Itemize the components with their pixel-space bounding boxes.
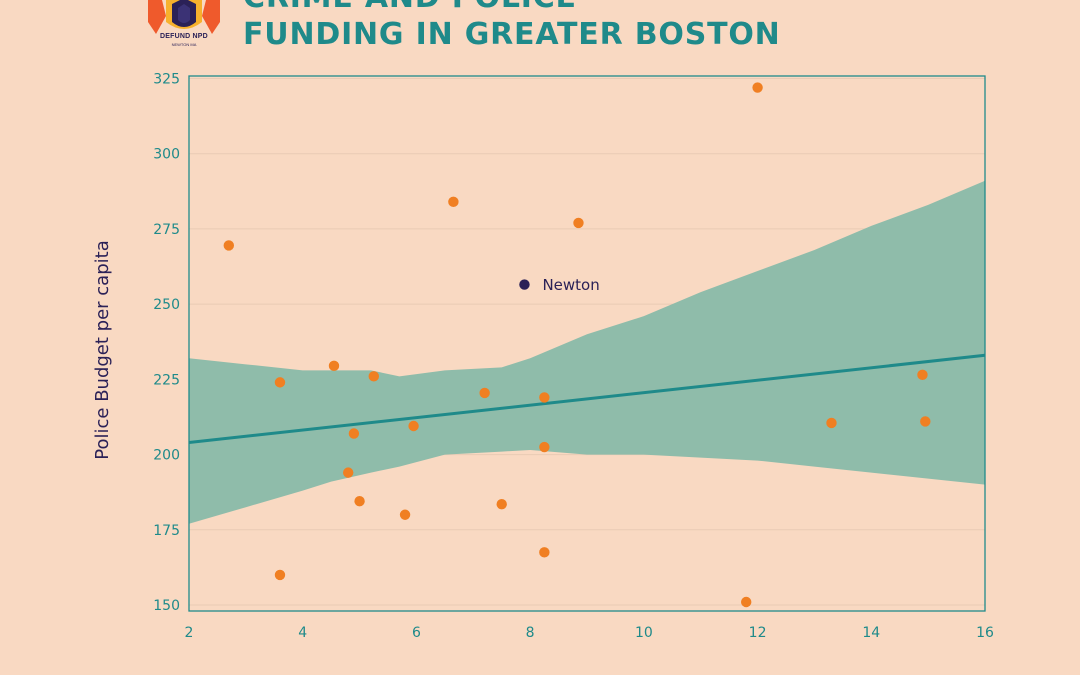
data-point: [917, 369, 928, 381]
x-tick-label: 14: [862, 625, 880, 641]
highlight-label-newton: Newton: [542, 276, 599, 294]
data-point: [496, 499, 507, 510]
plot-frame: [188, 75, 986, 612]
logo-text: DEFUND NPD: [160, 33, 208, 40]
x-tick-label: 6: [412, 625, 421, 641]
data-point: [573, 217, 584, 229]
x-tick-label: 4: [298, 625, 307, 641]
axis-ticks: 150 175 200 225 250 275 300 325 2 4 6 8 10 12 14 16: [153, 72, 994, 642]
defund-npd-logo: [148, 0, 220, 34]
highlight-point-newton: [519, 279, 530, 290]
page-title-line-2: FUNDING IN GREATER BOSTON: [243, 17, 781, 52]
data-point: [752, 82, 763, 93]
axis-labels: Police Budget per capita: [92, 240, 113, 459]
data-point: [539, 392, 550, 403]
y-tick-label: 150: [153, 598, 180, 614]
data-point: [408, 420, 419, 432]
x-tick-label: 8: [526, 625, 535, 641]
data-point: [479, 387, 490, 399]
data-point: [343, 467, 354, 478]
data-point: [539, 547, 550, 558]
x-tick-label: 16: [976, 625, 994, 641]
data-point: [223, 240, 234, 251]
confidence-band: [189, 180, 985, 524]
y-tick-label: 325: [153, 72, 180, 88]
trend-line-layer: [188, 353, 986, 445]
data-point: [826, 417, 837, 429]
data-point: [399, 509, 411, 520]
data-point: [274, 569, 286, 581]
data-point: [328, 360, 340, 372]
data-point: [741, 596, 752, 608]
data-point: [274, 377, 286, 388]
confidence-band-layer: [189, 180, 985, 524]
data-point: [354, 496, 365, 507]
data-point: [539, 441, 550, 453]
y-tick-label: 175: [153, 523, 180, 539]
y-axis-title: Police Budget per capita: [92, 240, 113, 459]
page-title-line-1: CRIME AND POLICE: [243, 0, 577, 15]
plot-border: [188, 75, 986, 612]
logo-subtext: NEWTON MA: [171, 42, 197, 47]
y-tick-label: 225: [153, 372, 180, 388]
y-tick-label: 200: [153, 448, 180, 464]
data-points: Newton: [223, 82, 931, 608]
x-tick-label: 2: [185, 625, 194, 641]
x-tick-label: 10: [635, 625, 653, 641]
data-point: [348, 428, 360, 439]
x-tick-label: 12: [749, 625, 767, 641]
data-point: [448, 196, 459, 208]
y-tick-label: 300: [153, 147, 180, 163]
trend-line: [188, 353, 986, 445]
data-point: [368, 371, 379, 382]
data-point: [920, 416, 931, 427]
y-tick-label: 250: [153, 297, 180, 313]
y-tick-label: 275: [153, 222, 180, 238]
